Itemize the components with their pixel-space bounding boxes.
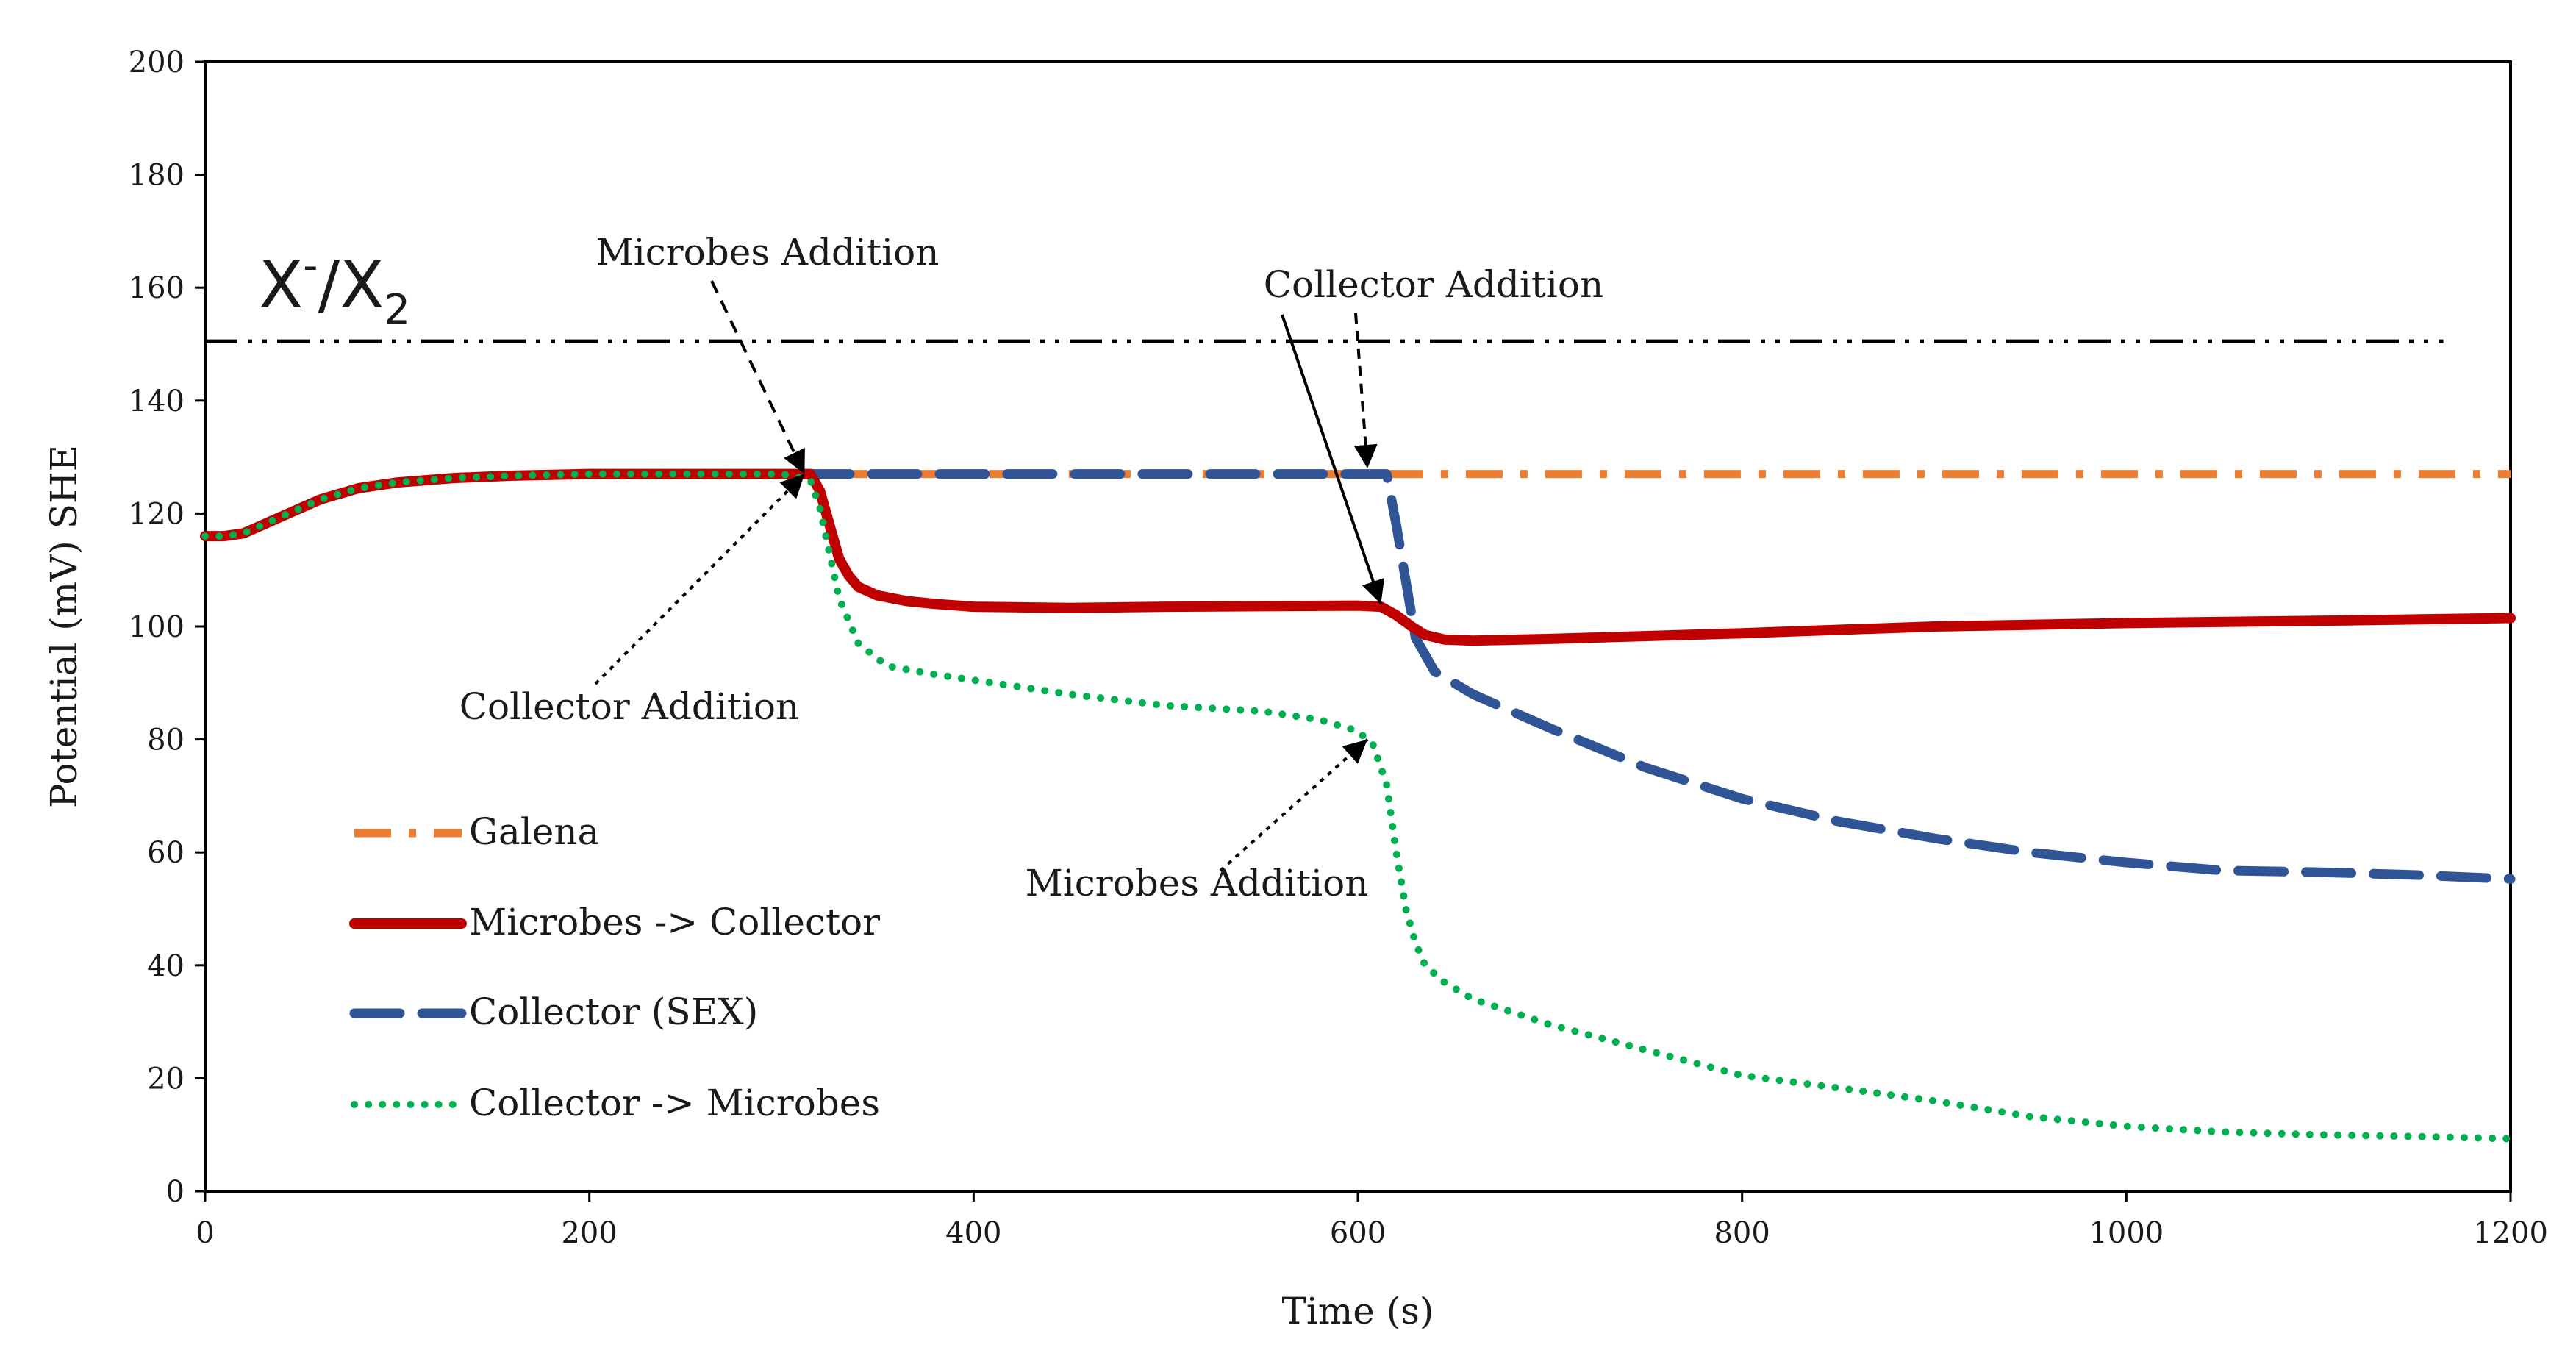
legend-label-collector-microbes: Collector -> Microbes (469, 1082, 880, 1124)
reference-line-group: X-/X2 (205, 242, 2444, 343)
y-tick-label: 180 (129, 159, 185, 193)
legend-label-microbes-collector: Microbes -> Collector (469, 901, 880, 943)
y-tick-label: 140 (129, 385, 185, 418)
x-tick-label: 200 (561, 1216, 617, 1250)
annotation-collector-addition-2: Collector Addition (1264, 263, 1603, 306)
series-line-microbes-collector (200, 468, 2516, 646)
legend-label-galena: Galena (469, 810, 599, 853)
reference-line-label: X-/X2 (259, 242, 410, 334)
y-tick-label: 160 (129, 271, 185, 305)
legend-label-collector-sex: Collector (SEX) (469, 990, 758, 1033)
x-axis: 0 200 400 600 800 1000 1200 (196, 1191, 2548, 1250)
series-line-galena (205, 470, 2511, 540)
y-axis-title: Potential (mV) SHE (43, 445, 85, 808)
x-tick-label: 400 (945, 1216, 1001, 1250)
series-line-collector-microbes (201, 470, 2514, 1143)
annotation-arrow-2 (594, 473, 806, 685)
legend-item-microbes-collector: Microbes -> Collector (349, 901, 880, 943)
y-tick-label: 60 (147, 836, 185, 870)
x-tick-label: 600 (1330, 1216, 1386, 1250)
y-tick-label: 120 (129, 497, 185, 531)
annotation-arrow-4 (1281, 314, 1385, 604)
x-tick-label: 0 (196, 1216, 214, 1250)
y-tick-label: 80 (147, 724, 185, 757)
x-axis-title: Time (s) (1282, 1290, 1434, 1332)
annotation-microbes-addition-2: Microbes Addition (1026, 862, 1369, 904)
x-tick-label: 800 (1714, 1216, 1770, 1250)
annotation-arrow-3 (1353, 313, 1378, 469)
legend-item-collector-sex: Collector (SEX) (349, 990, 758, 1033)
y-tick-label: 20 (147, 1062, 185, 1096)
series-layer (200, 468, 2516, 1143)
y-tick-label: 0 (166, 1175, 185, 1209)
legend-item-galena: Galena (354, 810, 599, 853)
annotation-arrow-1 (710, 280, 806, 475)
legend: Galena Microbes -> Collector Collector (… (349, 810, 880, 1124)
y-axis: 0 20 40 60 80 100 120 140 160 180 200 (129, 46, 205, 1209)
legend-item-collector-microbes: Collector -> Microbes (351, 1082, 880, 1124)
annotation-microbes-addition-1: Microbes Addition (596, 231, 940, 274)
annotation-arrow-5 (1219, 738, 1369, 872)
y-tick-label: 200 (129, 46, 185, 79)
annotations: Microbes Addition Collector Addition Col… (459, 231, 1603, 904)
y-tick-label: 100 (129, 610, 185, 644)
x-tick-label: 1000 (2089, 1216, 2164, 1250)
y-tick-label: 40 (147, 949, 185, 983)
annotation-collector-addition-1: Collector Addition (459, 685, 799, 728)
x-tick-label: 1200 (2473, 1216, 2548, 1250)
